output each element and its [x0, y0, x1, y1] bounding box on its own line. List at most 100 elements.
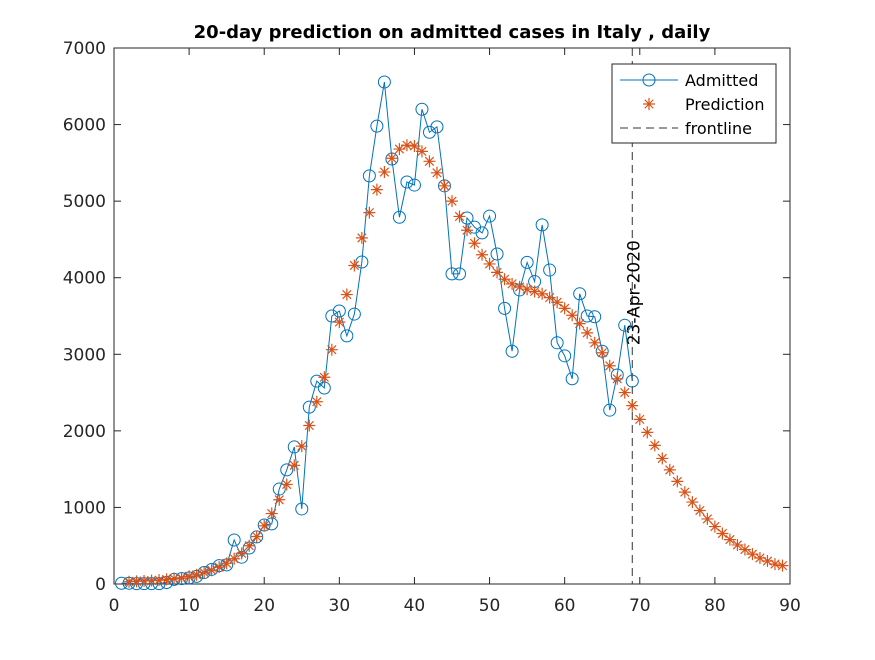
- data-point: [551, 296, 564, 309]
- data-point: [746, 548, 759, 561]
- data-point: [438, 179, 451, 192]
- data-point: [340, 288, 353, 301]
- data-point: [415, 145, 428, 158]
- data-point: [678, 486, 691, 499]
- data-point: [490, 247, 504, 261]
- data-point: [250, 530, 263, 543]
- data-point: [310, 395, 323, 408]
- y-tick-label: 3000: [63, 345, 106, 365]
- data-point: [611, 372, 624, 385]
- data-point: [415, 102, 429, 116]
- x-tick-label: 30: [329, 596, 351, 616]
- x-tick-label: 90: [779, 596, 801, 616]
- data-point: [693, 504, 706, 517]
- data-point: [558, 302, 571, 315]
- legend-box: [611, 63, 777, 144]
- data-point: [273, 493, 286, 506]
- data-point: [325, 309, 339, 323]
- data-point: [558, 349, 572, 363]
- data-point: [213, 561, 226, 574]
- data-point: [348, 259, 361, 272]
- data-point: [153, 574, 166, 587]
- data-point: [400, 139, 413, 152]
- data-point: [566, 309, 579, 322]
- data-point: [228, 552, 241, 565]
- data-point: [475, 226, 489, 240]
- y-tick-label: 0: [95, 575, 106, 595]
- data-point: [505, 344, 519, 358]
- data-point: [205, 564, 218, 577]
- data-point: [445, 267, 459, 281]
- data-point: [123, 575, 136, 588]
- data-point: [633, 413, 646, 426]
- data-point: [160, 573, 173, 586]
- data-point: [468, 237, 481, 250]
- data-point: [596, 346, 609, 359]
- data-point: [641, 426, 654, 439]
- data-point: [430, 166, 443, 179]
- data-point: [603, 359, 616, 372]
- y-tick-label: 4000: [63, 269, 106, 289]
- data-point: [303, 419, 316, 432]
- data-point: [753, 551, 766, 564]
- data-point: [716, 527, 729, 540]
- x-tick-label: 50: [479, 596, 501, 616]
- y-tick-label: 5000: [63, 192, 106, 212]
- data-point: [288, 459, 301, 472]
- data-point: [625, 374, 639, 388]
- data-point: [776, 559, 789, 572]
- legend-label: Prediction: [685, 95, 764, 114]
- chart-title: 20-day prediction on admitted cases in I…: [194, 22, 711, 43]
- data-point: [340, 329, 354, 343]
- data-point: [483, 209, 497, 223]
- data-point: [333, 316, 346, 329]
- data-point: [506, 277, 519, 290]
- data-point: [362, 169, 376, 183]
- data-point: [723, 533, 736, 546]
- data-point: [603, 403, 617, 417]
- data-point: [183, 570, 196, 583]
- data-point: [453, 267, 467, 281]
- data-point: [363, 206, 376, 219]
- series-line: [121, 81, 633, 585]
- x-tick-label: 80: [704, 596, 726, 616]
- data-point: [656, 452, 669, 465]
- data-point: [768, 558, 781, 571]
- data-point: [430, 120, 444, 134]
- data-point: [498, 301, 512, 315]
- data-point: [520, 255, 534, 269]
- data-point: [392, 210, 406, 224]
- data-point: [573, 287, 587, 301]
- data-point: [521, 283, 534, 296]
- data-point: [325, 343, 338, 356]
- data-point: [423, 155, 436, 168]
- data-point: [626, 399, 639, 412]
- data-point: [648, 439, 661, 452]
- data-point: [446, 195, 458, 208]
- data-point: [235, 547, 248, 560]
- data-point: [130, 575, 143, 588]
- data-point: [588, 310, 602, 324]
- data-point: [393, 143, 406, 156]
- legend-label: Admitted: [685, 71, 758, 90]
- data-point: [701, 512, 714, 525]
- data-point: [175, 571, 188, 584]
- legend: Admitted Prediction frontline: [611, 63, 777, 144]
- data-point: [761, 555, 774, 568]
- legend-marker: [642, 73, 656, 87]
- data-point: [453, 210, 466, 223]
- data-point: [618, 386, 631, 399]
- data-point: [565, 372, 579, 386]
- data-point: [370, 183, 383, 196]
- data-point: [708, 520, 721, 533]
- data-point: [581, 326, 594, 339]
- data-point: [580, 309, 594, 323]
- data-point: [476, 248, 489, 261]
- legend-label: frontline: [685, 119, 752, 138]
- data-point: [168, 572, 181, 585]
- y-tick-label: 7000: [63, 39, 106, 59]
- data-point: [738, 543, 751, 556]
- data-point: [663, 463, 676, 476]
- data-point: [528, 285, 541, 298]
